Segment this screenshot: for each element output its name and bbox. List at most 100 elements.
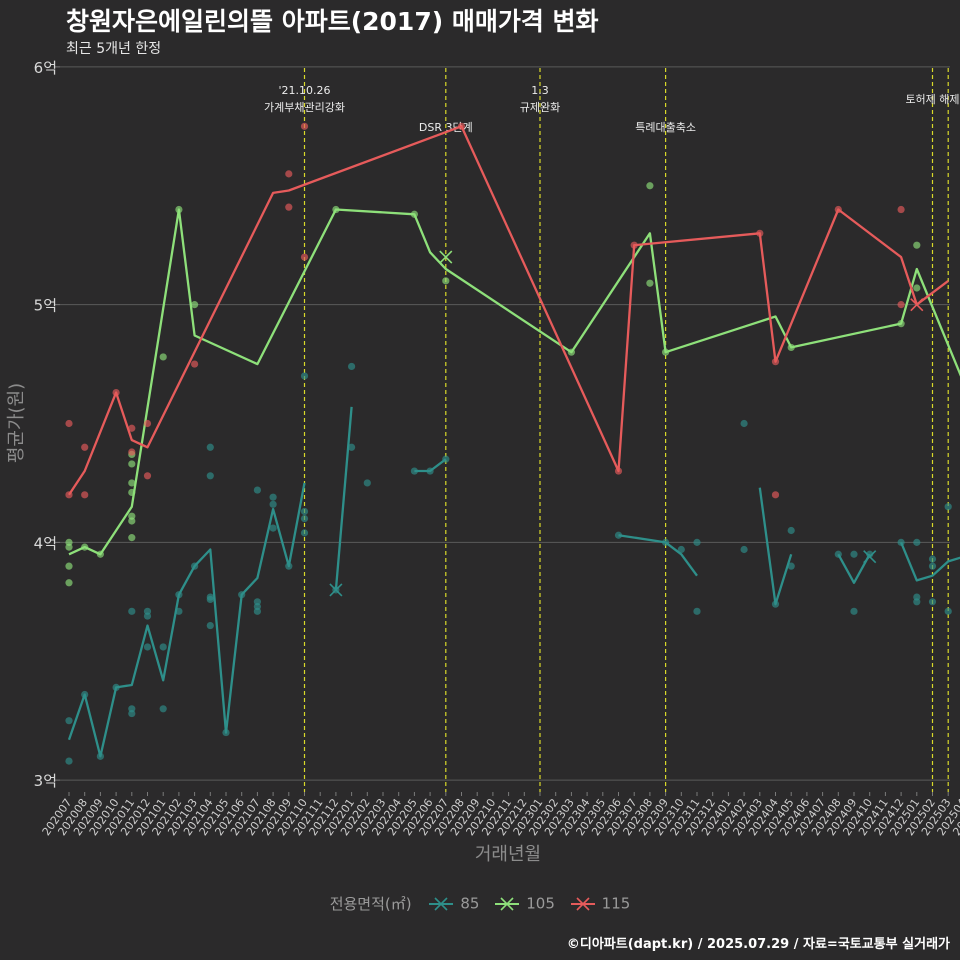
data-point-85 (253, 486, 261, 494)
legend-key-115 (570, 897, 595, 911)
data-point-85 (834, 550, 842, 558)
data-point-115 (128, 424, 136, 432)
data-point-105 (913, 284, 921, 292)
data-point-105 (128, 534, 136, 542)
data-point-105 (128, 517, 136, 525)
data-point-85 (206, 443, 214, 451)
y-tick-label: 3억 (34, 772, 57, 790)
data-point-105 (646, 182, 654, 190)
data-point-85 (81, 690, 89, 699)
data-point-115 (300, 122, 309, 130)
data-point-85 (850, 550, 858, 558)
data-point-85 (426, 467, 434, 475)
data-point-85 (128, 709, 136, 718)
data-point-85 (850, 607, 858, 615)
y-axis-label: 평균가(원) (6, 383, 27, 463)
legend-label-105: 105 (526, 894, 555, 913)
data-point-85 (96, 752, 104, 760)
data-point-85 (175, 591, 183, 599)
y-tick-label: 6억 (34, 59, 57, 77)
legend: 전용면적(㎡) 85 105 115 (0, 893, 960, 914)
series-line-85 (837, 553, 871, 584)
event-annotation: 규제완화 (520, 101, 560, 114)
data-point-105 (897, 320, 905, 328)
data-point-115 (65, 419, 73, 428)
data-point-85 (159, 705, 167, 713)
data-point-85 (269, 524, 277, 532)
legend-item-85: 85 (428, 894, 479, 913)
event-annotation: '21.10.26 (278, 84, 330, 97)
data-point-115 (756, 229, 764, 237)
cross-marker-105 (439, 250, 453, 264)
data-point-85 (787, 562, 795, 570)
x-axis-label: 거래년월 (475, 844, 541, 865)
legend-label-85: 85 (460, 894, 480, 913)
data-point-85 (614, 531, 623, 539)
event-annotation: 1.3 (531, 84, 549, 97)
data-point-85 (866, 550, 874, 558)
data-point-105 (65, 562, 73, 570)
event-annotation: 토허제 해제 (905, 92, 959, 106)
data-point-85 (913, 538, 921, 546)
data-point-85 (269, 493, 277, 501)
legend-item-115: 115 (570, 894, 631, 913)
legend-label-115: 115 (601, 894, 631, 913)
data-point-115 (112, 388, 120, 397)
data-point-85 (928, 562, 937, 570)
data-point-105 (567, 348, 576, 356)
data-point-85 (143, 643, 152, 651)
data-point-85 (128, 607, 136, 615)
data-point-115 (143, 419, 152, 428)
source-caption: ©디아파트(dapt.kr) / 2025.07.29 / 자료=국토교통부 실… (566, 937, 950, 952)
data-point-105 (128, 479, 136, 487)
data-point-115 (630, 241, 638, 249)
data-point-105 (65, 543, 73, 551)
data-point-115 (457, 122, 466, 130)
legend-key-105 (495, 897, 520, 911)
series-line-85 (67, 482, 306, 758)
event-annotation: 가계부채관리강화 (264, 101, 345, 114)
data-point-105 (96, 550, 104, 558)
data-point-105 (410, 210, 418, 218)
data-point-105 (191, 301, 199, 309)
series-line-105 (68, 208, 960, 556)
data-point-85 (771, 600, 780, 608)
data-point-85 (442, 455, 450, 463)
data-point-115 (834, 205, 842, 214)
data-point-85 (222, 728, 230, 737)
data-point-115 (65, 491, 73, 499)
series-line-115 (68, 125, 949, 496)
data-point-85 (206, 472, 214, 480)
data-point-115 (897, 205, 905, 214)
data-point-85 (206, 621, 214, 630)
data-point-105 (332, 205, 340, 214)
data-point-85 (913, 598, 921, 606)
data-point-85 (363, 479, 371, 487)
data-point-115 (191, 360, 199, 368)
data-point-85 (928, 555, 937, 563)
data-point-85 (300, 529, 309, 537)
series-line-85 (758, 487, 793, 606)
legend-item-105: 105 (494, 894, 555, 913)
data-point-105 (128, 460, 136, 468)
legend-title: 전용면적(㎡) (329, 895, 412, 913)
data-point-85 (677, 545, 685, 554)
data-point-85 (253, 607, 261, 615)
cross-marker-85 (329, 583, 343, 597)
data-point-85 (897, 538, 905, 546)
data-point-85 (348, 362, 356, 371)
data-point-85 (693, 538, 701, 546)
data-point-85 (693, 607, 701, 615)
series-line-85 (900, 541, 960, 582)
legend-key-85 (429, 897, 454, 911)
data-point-85 (928, 598, 937, 606)
data-point-85 (65, 757, 73, 765)
data-point-115 (285, 203, 293, 211)
data-point-85 (740, 419, 748, 428)
data-point-105 (128, 488, 136, 497)
data-point-115 (81, 491, 89, 499)
data-point-85 (65, 717, 73, 725)
data-point-85 (787, 526, 795, 535)
data-point-85 (206, 595, 214, 604)
